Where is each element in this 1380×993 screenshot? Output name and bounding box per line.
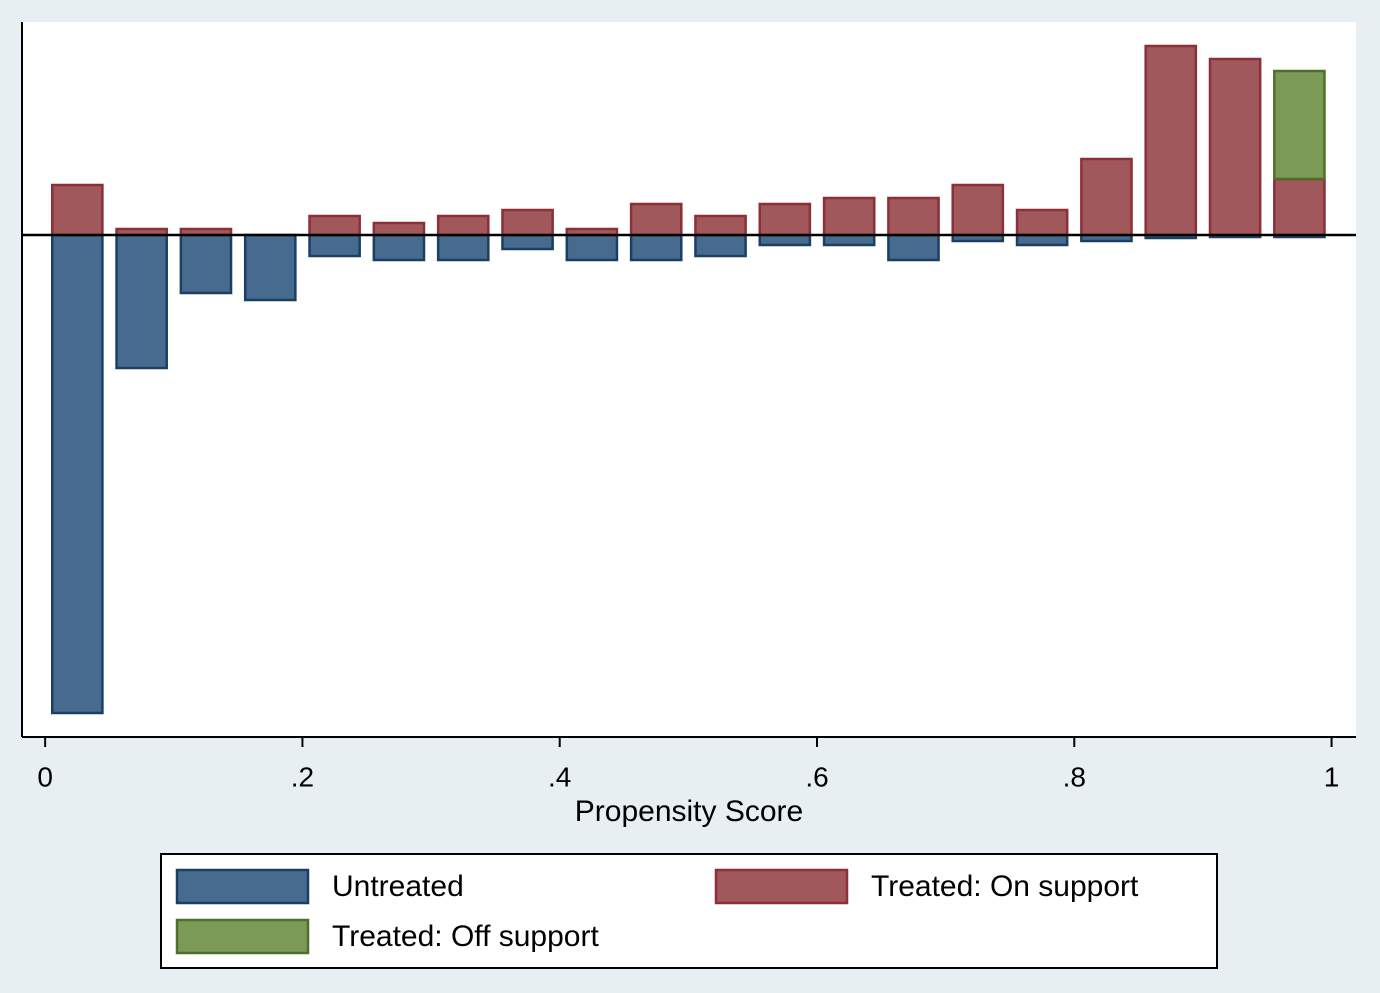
- x-tick-label: .4: [548, 761, 571, 792]
- x-tick-label: 1: [1324, 761, 1340, 792]
- legend-swatch: [175, 868, 310, 905]
- bar: [758, 202, 812, 237]
- bar: [694, 214, 747, 237]
- bar: [1208, 57, 1262, 237]
- bar: [179, 233, 233, 295]
- legend-label: Untreated: [332, 870, 464, 903]
- x-tick-label: .8: [1063, 761, 1086, 792]
- bar: [50, 233, 104, 715]
- bar: [501, 233, 554, 251]
- bar: [887, 233, 940, 262]
- bar: [951, 183, 1005, 237]
- bar: [308, 214, 361, 237]
- bar: [629, 233, 683, 262]
- bar: [565, 233, 619, 262]
- bar: [822, 196, 876, 237]
- bar: [308, 233, 361, 258]
- bar: [50, 183, 104, 237]
- legend-swatch: [714, 868, 849, 905]
- x-axis-label: Propensity Score: [575, 795, 803, 828]
- bar: [372, 233, 426, 262]
- legend-label: Treated: Off support: [332, 920, 599, 953]
- bar: [1015, 208, 1069, 237]
- bar: [1144, 44, 1198, 237]
- x-tick-label: .6: [805, 761, 828, 792]
- legend-label: Treated: On support: [871, 870, 1139, 903]
- bar: [372, 221, 426, 237]
- bar: [436, 214, 490, 237]
- bar: [1273, 177, 1326, 237]
- bar: [758, 233, 812, 247]
- x-tick-label: 0: [37, 761, 53, 792]
- bar: [436, 233, 490, 262]
- bar: [822, 233, 876, 247]
- bar: [115, 233, 168, 370]
- bar: [243, 233, 297, 302]
- bar: [1080, 157, 1133, 237]
- bar: [887, 196, 940, 237]
- bar: [501, 208, 554, 237]
- bar: [694, 233, 747, 258]
- legend-swatch: [175, 918, 310, 955]
- plot-area: [22, 22, 1356, 737]
- bar: [629, 202, 683, 237]
- legend: [160, 853, 1218, 969]
- x-tick-label: .2: [291, 761, 314, 792]
- bar: [1015, 233, 1069, 247]
- bar: [1273, 69, 1326, 181]
